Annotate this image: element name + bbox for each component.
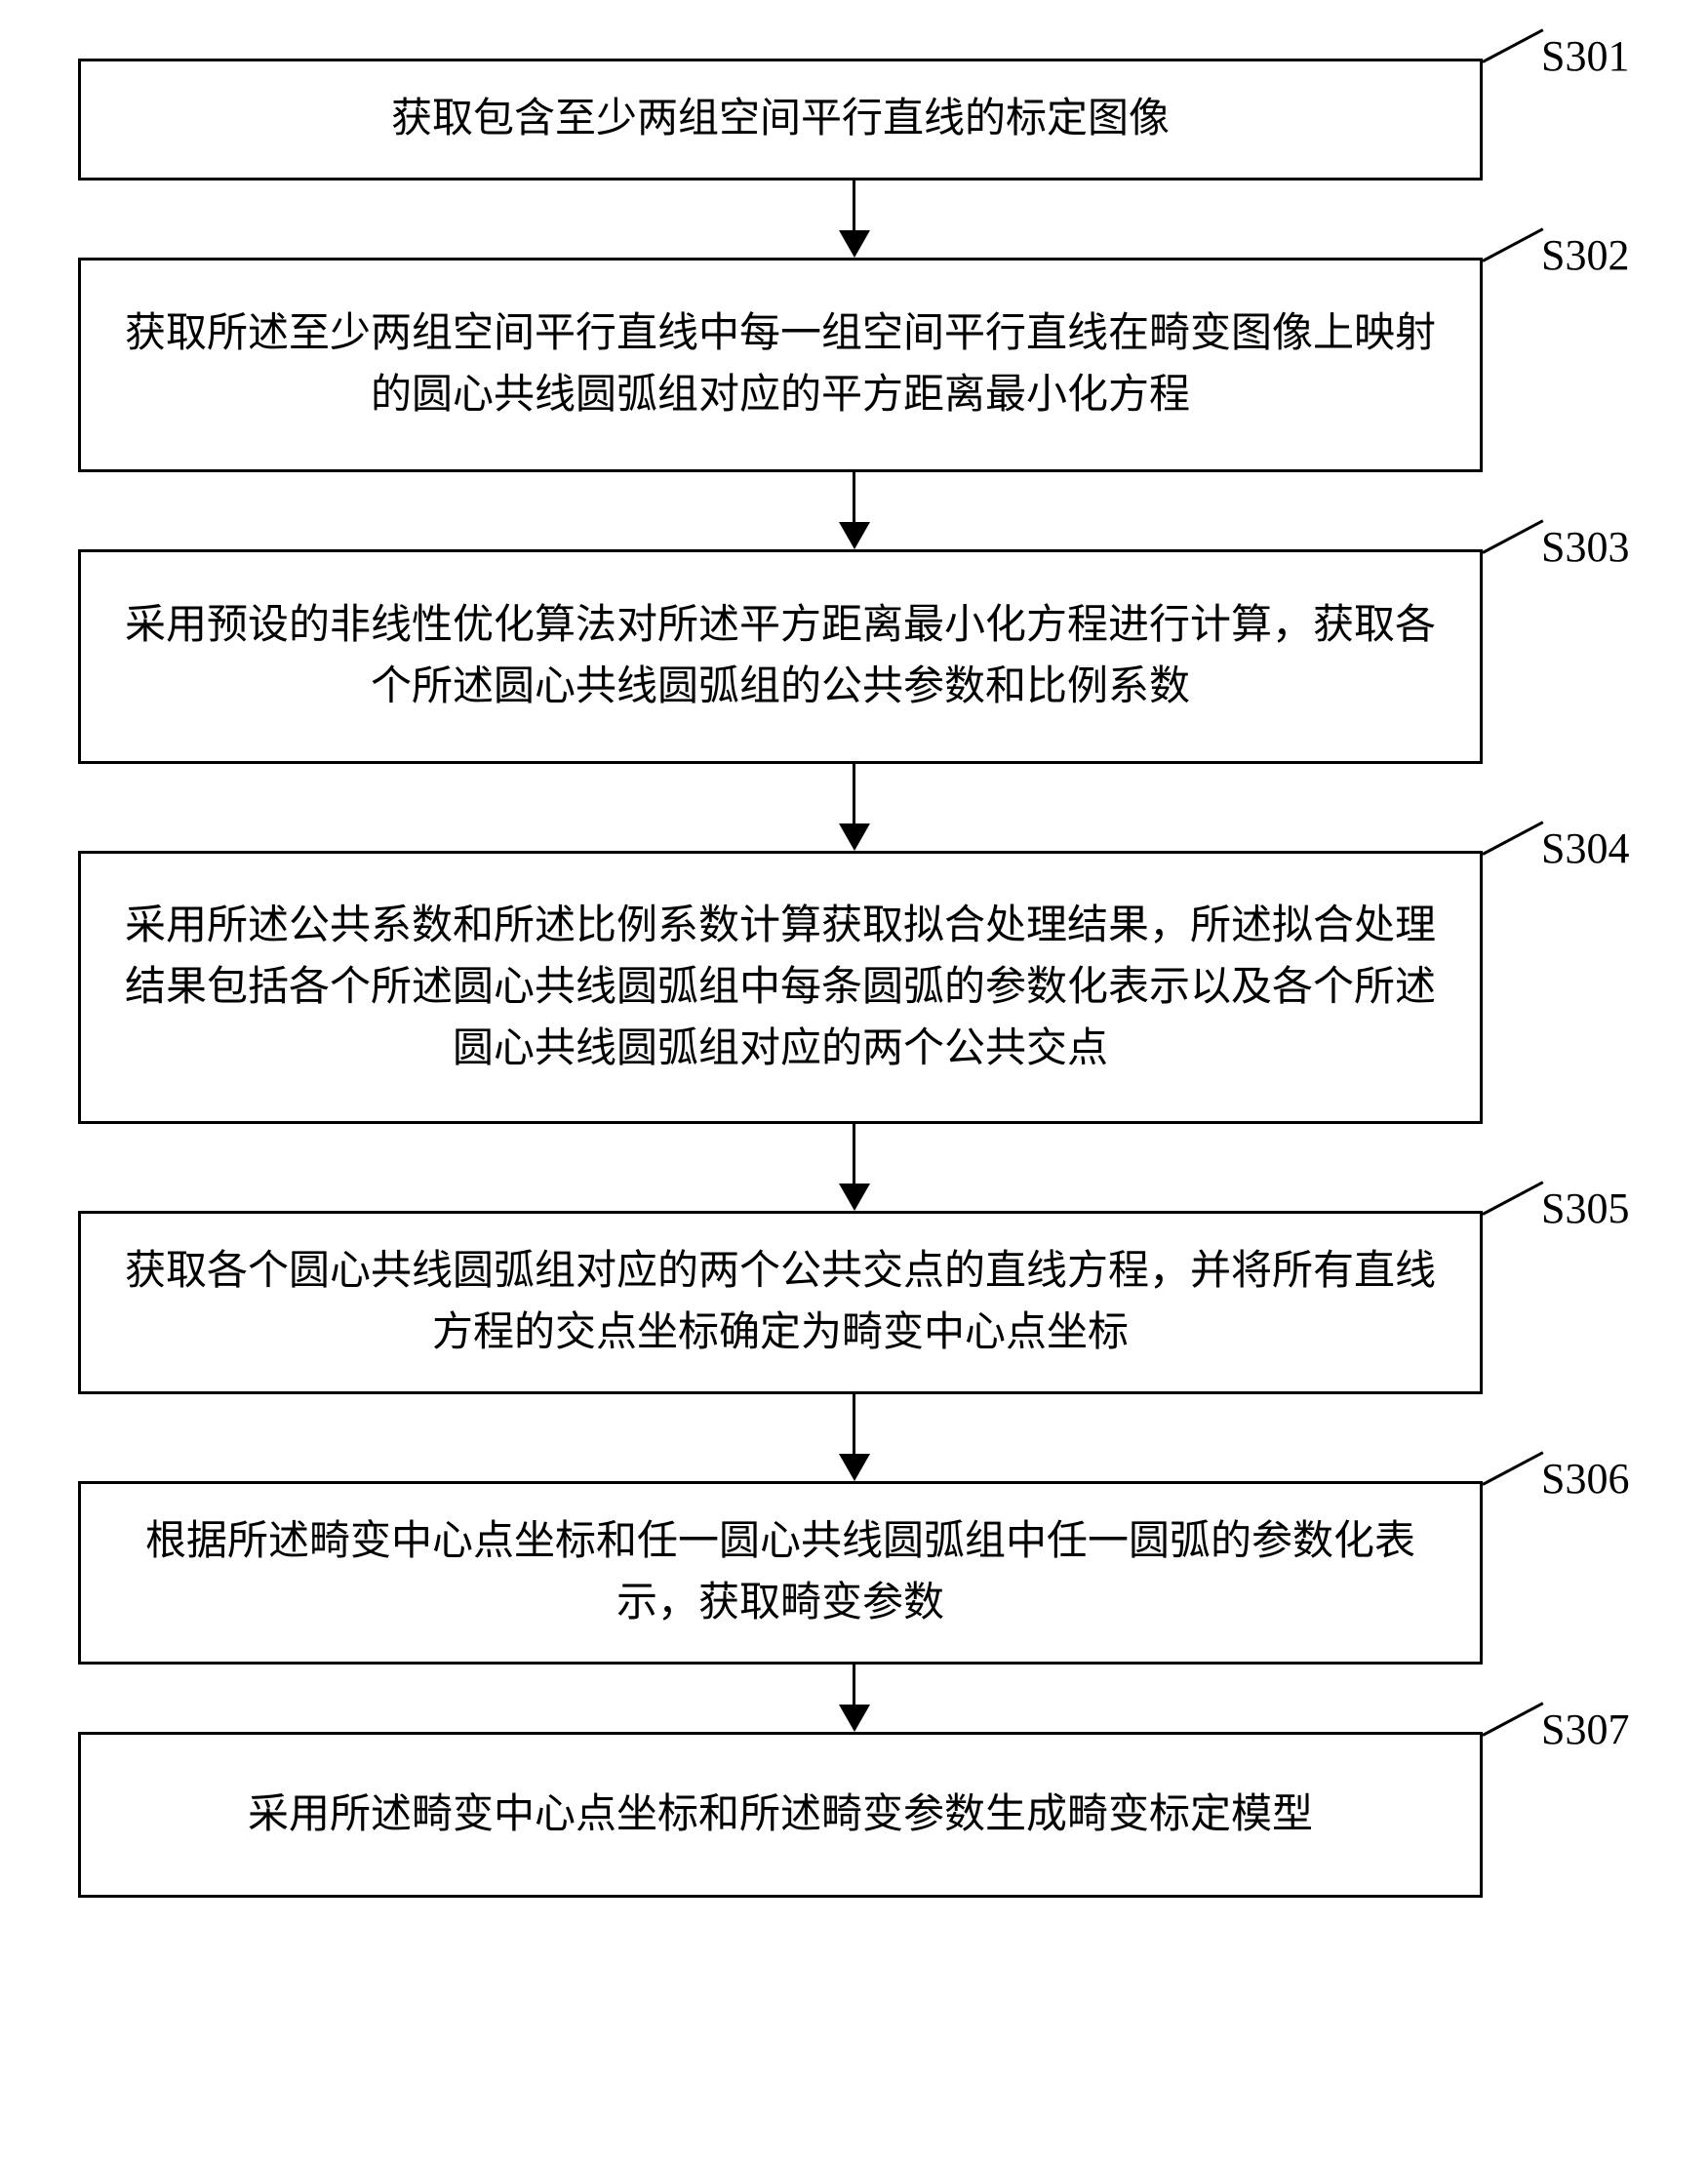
step-box-S304: 采用所述公共系数和所述比例系数计算获取拟合处理结果，所述拟合处理结果包括各个所述… — [78, 851, 1483, 1124]
arrow-line — [853, 1394, 855, 1455]
step-row-S304: 采用所述公共系数和所述比例系数计算获取拟合处理结果，所述拟合处理结果包括各个所述… — [78, 851, 1630, 1124]
step-row-S303: 采用预设的非线性优化算法对所述平方距离最小化方程进行计算，获取各个所述圆心共线圆… — [78, 549, 1630, 764]
step-box-S307: 采用所述畸变中心点坐标和所述畸变参数生成畸变标定模型 — [78, 1732, 1483, 1898]
step-row-S306: 根据所述畸变中心点坐标和任一圆心共线圆弧组中任一圆弧的参数化表示，获取畸变参数S… — [78, 1481, 1630, 1665]
connector-line — [1482, 28, 1543, 63]
arrow-head-icon — [839, 522, 870, 549]
arrow-down — [152, 1665, 1557, 1732]
arrow-line — [853, 764, 855, 824]
step-label-S307: S307 — [1541, 1705, 1629, 1754]
step-box-S306: 根据所述畸变中心点坐标和任一圆心共线圆弧组中任一圆弧的参数化表示，获取畸变参数 — [78, 1481, 1483, 1665]
step-label-S305: S305 — [1541, 1184, 1629, 1233]
step-label-S304: S304 — [1541, 823, 1629, 873]
step-box-S301: 获取包含至少两组空间平行直线的标定图像 — [78, 59, 1483, 181]
arrow-down — [152, 181, 1557, 258]
step-row-S302: 获取所述至少两组空间平行直线中每一组空间平行直线在畸变图像上映射的圆心共线圆弧组… — [78, 258, 1630, 472]
arrow-down — [152, 764, 1557, 851]
flowchart-container: 获取包含至少两组空间平行直线的标定图像S301 获取所述至少两组空间平行直线中每一… — [78, 59, 1630, 1898]
step-row-S307: 采用所述畸变中心点坐标和所述畸变参数生成畸变标定模型S307 — [78, 1732, 1630, 1898]
step-box-S302: 获取所述至少两组空间平行直线中每一组空间平行直线在畸变图像上映射的圆心共线圆弧组… — [78, 258, 1483, 472]
arrow-line — [853, 1665, 855, 1706]
arrow-down — [152, 472, 1557, 549]
arrow-line — [853, 181, 855, 231]
step-label-S302: S302 — [1541, 230, 1629, 280]
step-box-S303: 采用预设的非线性优化算法对所述平方距离最小化方程进行计算，获取各个所述圆心共线圆… — [78, 549, 1483, 764]
step-row-S301: 获取包含至少两组空间平行直线的标定图像S301 — [78, 59, 1630, 181]
arrow-down — [152, 1394, 1557, 1481]
arrow-line — [853, 1124, 855, 1184]
arrow-head-icon — [839, 1454, 870, 1481]
arrow-head-icon — [839, 1705, 870, 1732]
step-label-S306: S306 — [1541, 1454, 1629, 1504]
step-row-S305: 获取各个圆心共线圆弧组对应的两个公共交点的直线方程，并将所有直线方程的交点坐标确… — [78, 1211, 1630, 1394]
step-label-S301: S301 — [1541, 31, 1629, 81]
step-label-S303: S303 — [1541, 522, 1629, 572]
arrow-head-icon — [839, 1184, 870, 1211]
arrow-down — [152, 1124, 1557, 1211]
arrow-head-icon — [839, 823, 870, 851]
step-box-S305: 获取各个圆心共线圆弧组对应的两个公共交点的直线方程，并将所有直线方程的交点坐标确… — [78, 1211, 1483, 1394]
arrow-head-icon — [839, 230, 870, 258]
arrow-line — [853, 472, 855, 523]
